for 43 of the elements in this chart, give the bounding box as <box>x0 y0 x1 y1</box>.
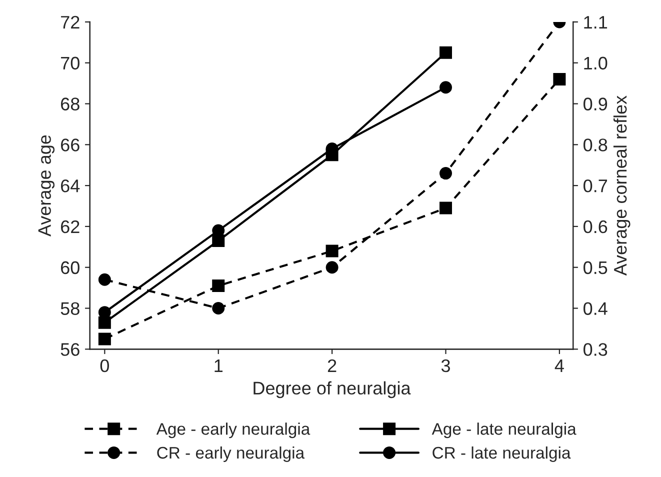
y-axis-title: Average age <box>38 135 55 237</box>
y2-tick-label: 0.6 <box>584 220 608 234</box>
x-tick-label: 3 <box>441 359 450 372</box>
point <box>326 261 338 274</box>
y-tick-label: 72 <box>61 16 80 28</box>
x-tick-label: 0 <box>100 359 109 372</box>
y-tick-label: 60 <box>61 261 80 274</box>
point <box>212 280 225 292</box>
point <box>553 72 566 86</box>
y2-axis-title: Average corneal reflex <box>613 96 630 276</box>
x-tick-label: 2 <box>328 359 336 372</box>
y-tick-label: 56 <box>60 343 80 356</box>
point <box>326 244 338 258</box>
x-tick-label: 1 <box>214 360 223 372</box>
point <box>212 234 225 248</box>
y2-tick-label: 0.7 <box>584 179 607 192</box>
y-tick-label: 70 <box>61 56 80 70</box>
y-tick-label: 62 <box>61 220 80 234</box>
y-tick-label: 64 <box>61 179 80 192</box>
point <box>440 202 452 214</box>
point <box>98 332 111 346</box>
legend-label: Age - early neuralgia <box>156 422 310 438</box>
point <box>440 46 452 59</box>
x-axis-title: Degree of neuralgia <box>254 381 411 398</box>
y2-tick-label: 0.8 <box>584 138 608 152</box>
legend-label: CR - late neuralgia <box>432 446 571 462</box>
y2-tick-label: 0.3 <box>584 343 608 356</box>
point <box>440 167 452 180</box>
legend-label: CR - early neuralgia <box>157 446 305 462</box>
point <box>440 81 452 94</box>
y2-tick-label: 0.5 <box>584 261 608 274</box>
y2-tick-label: 1.1 <box>584 16 608 28</box>
y-tick-label: 58 <box>60 302 80 315</box>
y-tick-label: 66 <box>61 138 80 152</box>
x-tick-label: 4 <box>554 360 564 372</box>
y2-tick-label: 1.0 <box>584 56 608 70</box>
y-tick-label: 68 <box>61 98 80 110</box>
point <box>212 302 225 315</box>
point <box>98 316 111 329</box>
legend-label: Age - late neuralgia <box>432 422 576 438</box>
point <box>98 273 111 286</box>
y2-tick-label: 0.9 <box>584 98 608 110</box>
y2-tick-label: 0.4 <box>584 302 608 315</box>
